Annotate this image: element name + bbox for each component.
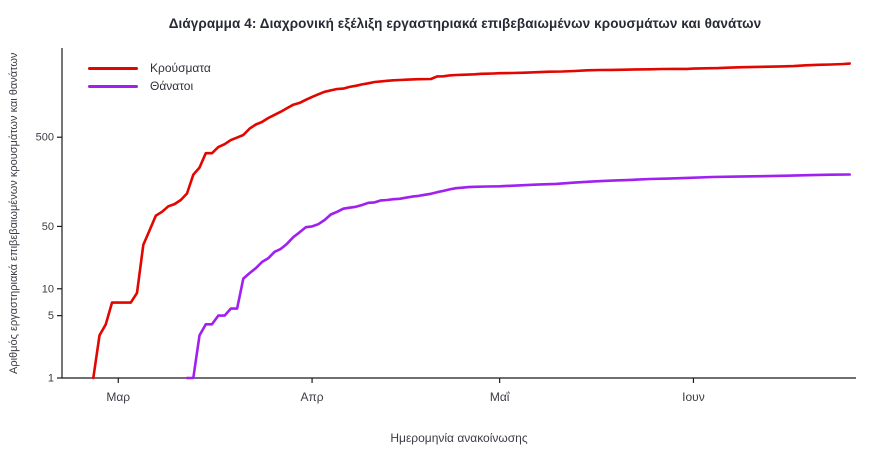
y-tick-label: 1 (48, 373, 54, 385)
x-tick-label: Μαΐ (490, 390, 511, 404)
y-tick-label: 10 (42, 283, 54, 295)
legend-item-cases: Κρούσματα (88, 59, 211, 77)
legend-swatch-cases (88, 66, 138, 70)
legend-label-deaths: Θάνατοι (150, 79, 194, 93)
y-tick-label: 500 (36, 132, 54, 144)
chart-title: Διάγραμμα 4: Διαχρονική εξέλιξη εργαστηρ… (168, 16, 762, 31)
deaths-line (185, 173, 852, 380)
legend: Κρούσματα Θάνατοι (88, 59, 211, 95)
legend-swatch-deaths (88, 84, 138, 88)
x-tick-label: Απρ (301, 390, 324, 404)
x-axis-title: Ημερομηνία ανακοίνωσης (390, 431, 528, 445)
x-tick-label: Ιουν (682, 390, 705, 404)
legend-item-deaths: Θάνατοι (88, 77, 211, 95)
y-tick-label: 50 (42, 221, 54, 233)
x-tick-label: Μαρ (106, 390, 130, 404)
cases-line (92, 62, 852, 380)
legend-label-cases: Κρούσματα (150, 61, 211, 75)
y-axis-title: Αριθμός εργαστηριακά επιβεβαιωμένων κρου… (8, 52, 20, 374)
y-tick-label: 5 (48, 310, 54, 322)
